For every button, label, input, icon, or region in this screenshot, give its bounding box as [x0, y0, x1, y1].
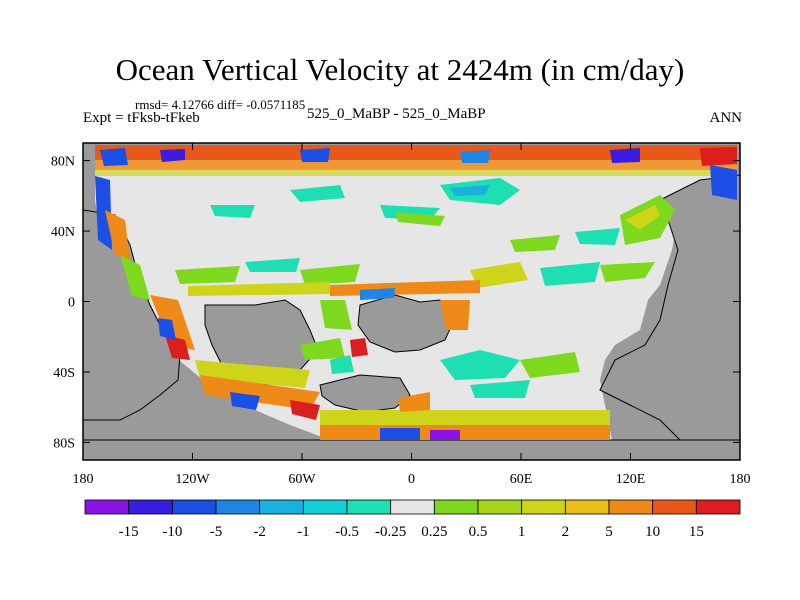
labelbar-label: 1 [518, 524, 526, 540]
labelbar-label: -2 [253, 524, 266, 540]
labelbar-label: -10 [162, 524, 182, 540]
x-tick-label: 0 [408, 472, 415, 487]
case-label: 525_0_MaBP - 525_0_MaBP [307, 106, 486, 122]
x-tick-label: 60W [288, 472, 316, 487]
labelbar-label: 2 [562, 524, 570, 540]
labelbar-box [215, 499, 261, 515]
labelbar-box [84, 499, 130, 515]
labelbar-box [128, 499, 173, 515]
x-tick-label: 180 [73, 472, 94, 487]
labelbar-box [390, 499, 435, 515]
labelbar-label: -0.25 [375, 524, 406, 540]
labelbar-label: -5 [210, 524, 223, 540]
x-axis: 180 120W 60W 0 60E 120E 180 [73, 143, 751, 487]
labelbar-box [608, 499, 654, 515]
labelbar-label: 10 [645, 524, 660, 540]
y-tick-label: 0 [68, 296, 75, 311]
x-tick-label: 120E [616, 472, 646, 487]
labelbar-label: -15 [119, 524, 139, 540]
x-tick-label: 180 [730, 472, 751, 487]
y-tick-label: 80S [53, 436, 75, 451]
boundary-bands [95, 145, 737, 440]
labelbar-box [259, 499, 304, 515]
color-labelbar: -15 -10 -5 -2 -1 -0.5 -0.25 0.25 0.5 1 2 5 10 15 [84, 499, 741, 540]
land-east-landmass [599, 174, 740, 441]
labelbar-label: -1 [297, 524, 310, 540]
chart-title: Ocean Vertical Velocity at 2424m (in cm/… [115, 52, 685, 87]
labelbar-label: 0.5 [469, 524, 488, 540]
land-africa [357, 294, 456, 353]
map-field [83, 145, 740, 460]
labelbar-box [346, 499, 392, 515]
labelbar-label: 0.25 [421, 524, 447, 540]
labelbar-label: 5 [605, 524, 613, 540]
labelbar-box [477, 499, 523, 515]
land-antarctic-peninsula [319, 374, 411, 413]
labelbar-label: -0.5 [335, 524, 359, 540]
stats-label: rmsd= 4.12766 diff= -0.0571185 [135, 97, 306, 112]
labelbar-box [302, 499, 348, 515]
labelbar-label: 15 [689, 524, 704, 540]
labelbar-box [695, 499, 741, 515]
anomaly-patches [175, 178, 675, 398]
y-axis: 80N 40N 0 40S 80S [51, 155, 740, 451]
labelbar-box [652, 499, 697, 515]
y-tick-label: 80N [51, 155, 75, 170]
labelbar-box [433, 499, 479, 515]
x-tick-label: 60E [510, 472, 533, 487]
experiment-label: Expt = tFksb-tFkeb [83, 110, 200, 126]
labelbar-box [521, 499, 566, 515]
x-tick-label: 120W [175, 472, 210, 487]
y-tick-label: 40S [53, 366, 75, 381]
labelbar-box [171, 499, 217, 515]
labelbar-box [564, 499, 610, 515]
y-tick-label: 40N [51, 225, 75, 240]
season-label: ANN [709, 110, 743, 126]
